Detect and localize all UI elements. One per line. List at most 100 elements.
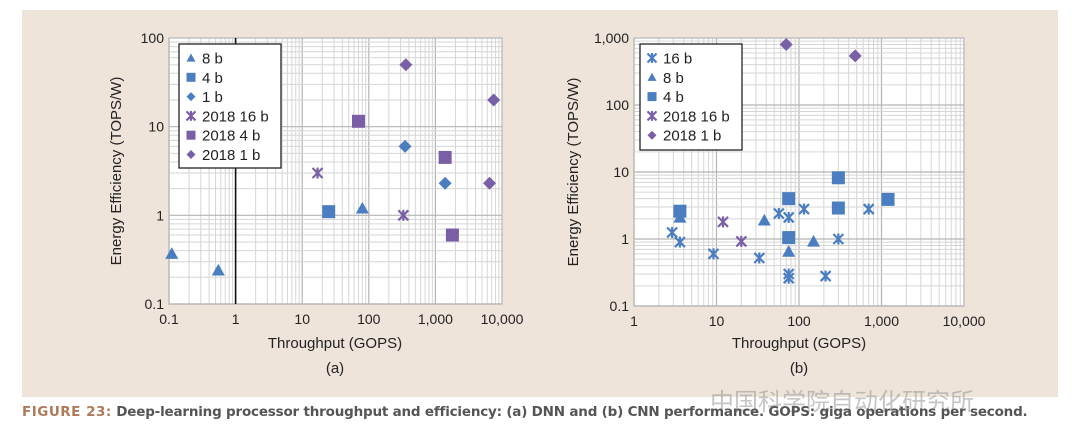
chart-b-marks — [666, 37, 895, 284]
y-tick-label: 1 — [156, 207, 164, 223]
legend-box — [178, 43, 282, 169]
chart-a-subtitle: (a) — [326, 360, 344, 377]
data-point-4-b — [322, 205, 336, 219]
y-tick-label: 100 — [141, 30, 165, 46]
data-point-16-b — [707, 248, 720, 260]
legend-marker-2018-1-b — [647, 130, 657, 140]
data-point-16-b — [819, 270, 832, 282]
data-point-16-b — [782, 272, 795, 284]
data-point-4-b — [782, 231, 796, 245]
data-point-8-b — [211, 263, 225, 276]
data-point-1-b — [398, 139, 412, 153]
legend-label: 2018 16 b — [663, 108, 730, 125]
data-point-8-b — [757, 213, 771, 226]
legend-label: 4 b — [663, 89, 684, 106]
y-tick-label: 1,000 — [594, 30, 629, 46]
data-point-2018-1-b — [399, 58, 413, 72]
data-point-2018-1-b — [483, 176, 497, 190]
data-point-4-b — [782, 192, 796, 206]
y-tick-label: 100 — [606, 97, 630, 113]
data-point-2018-16-b — [397, 209, 410, 222]
chart-b-xlabel: Throughput (GOPS) — [732, 335, 866, 352]
legend-marker-2018-1-b — [186, 150, 196, 159]
data-point-4-b — [831, 201, 845, 215]
legend-marker-2018-4-b — [186, 130, 196, 140]
legend-marker-8-b — [186, 53, 196, 62]
legend-marker-4-b — [186, 72, 196, 82]
data-point-16-b — [666, 226, 678, 239]
x-tick-label: 1 — [232, 311, 240, 327]
data-point-8-b — [355, 201, 369, 214]
legend-marker-2018-16-b — [646, 110, 658, 122]
chart-a-ticks: 0.1 1 10 100 1,000 10,000 0.1 1 10 100 — [141, 30, 524, 327]
data-point-8-b — [782, 245, 796, 257]
data-point-2018-4-b — [438, 150, 452, 164]
chart-b-ylabel: Energy Efficiency (TOPS/W) — [565, 78, 582, 267]
data-point-2018-1-b — [848, 49, 862, 63]
data-point-1-b — [438, 176, 452, 190]
chart-a: 0.1 1 10 100 1,000 10,000 0.1 1 10 100 8 b 4 b 1 b 2… — [108, 30, 524, 377]
x-tick-label: 100 — [787, 313, 811, 329]
data-point-16-b — [674, 236, 686, 248]
x-tick-label: 100 — [357, 311, 381, 327]
data-point-4-b — [831, 171, 845, 185]
data-point-16-b — [798, 203, 810, 215]
legend-label: 8 b — [202, 51, 223, 68]
legend-label: 8 b — [663, 70, 684, 87]
x-tick-label: 1,000 — [864, 313, 899, 329]
legend-label: 16 b — [663, 51, 692, 68]
legend-marker-16-b — [646, 52, 658, 64]
data-point-2018-1-b — [487, 93, 501, 107]
data-point-8-b — [165, 247, 179, 259]
data-point-16-b — [832, 233, 845, 245]
data-point-2018-16-b — [717, 216, 729, 228]
legend-label: 1 b — [202, 89, 223, 106]
figure-caption: FIGURE 23: Deep-learning processor throu… — [22, 404, 1028, 420]
y-tick-label: 1 — [621, 231, 629, 247]
chart-b-legend: 16 b 8 b 4 b 2018 16 b 2018 1 b — [639, 43, 743, 151]
data-point-16-b — [773, 207, 785, 220]
y-tick-label: 0.1 — [610, 298, 630, 314]
legend-marker-4-b — [647, 92, 657, 102]
data-point-4-b — [673, 204, 687, 218]
legend-label: 2018 16 b — [202, 108, 269, 125]
legend-label: 2018 1 b — [202, 147, 260, 164]
y-tick-label: 10 — [148, 119, 164, 135]
plot-border — [633, 37, 965, 307]
legend-marker-8-b — [647, 72, 657, 81]
x-tick-label: 10,000 — [481, 311, 524, 327]
legend-label: 4 b — [202, 70, 223, 87]
chart-b-subtitle: (b) — [790, 360, 808, 377]
chart-a-marks — [165, 58, 501, 276]
x-tick-label: 1 — [630, 313, 638, 329]
data-point-8-b — [807, 234, 821, 247]
x-tick-label: 10,000 — [943, 313, 986, 329]
x-tick-label: 1,000 — [418, 311, 453, 327]
data-point-4-b — [881, 192, 895, 206]
legend-label: 2018 4 b — [202, 128, 260, 145]
data-point-16-b — [782, 211, 795, 224]
legend-marker-2018-16-b — [185, 110, 197, 122]
data-point-2018-16-b — [311, 167, 324, 179]
x-tick-label: 0.1 — [159, 311, 179, 327]
figure-label: FIGURE 23: — [22, 404, 112, 420]
data-point-2018-4-b — [445, 228, 459, 242]
data-point-16-b — [753, 252, 766, 264]
plot-border — [168, 37, 503, 305]
data-point-2018-16-b — [735, 235, 748, 248]
data-point-2018-1-b — [779, 37, 793, 51]
x-tick-label: 10 — [709, 313, 725, 329]
data-point-2018-4-b — [351, 114, 365, 128]
legend-marker-1-b — [186, 92, 196, 102]
y-tick-label: 10 — [613, 164, 629, 180]
watermark: 中国科学院自动化研究所 — [710, 388, 974, 416]
x-tick-label: 10 — [294, 311, 310, 327]
legend-label: 2018 1 b — [663, 128, 721, 145]
data-point-16-b — [862, 203, 875, 215]
caption-text: Deep-learning processor throughput and e… — [111, 404, 1028, 420]
chart-a-legend: 8 b 4 b 1 b 2018 16 b 2018 4 b 2018 1 b — [178, 43, 282, 169]
y-tick-label: 0.1 — [145, 296, 165, 312]
